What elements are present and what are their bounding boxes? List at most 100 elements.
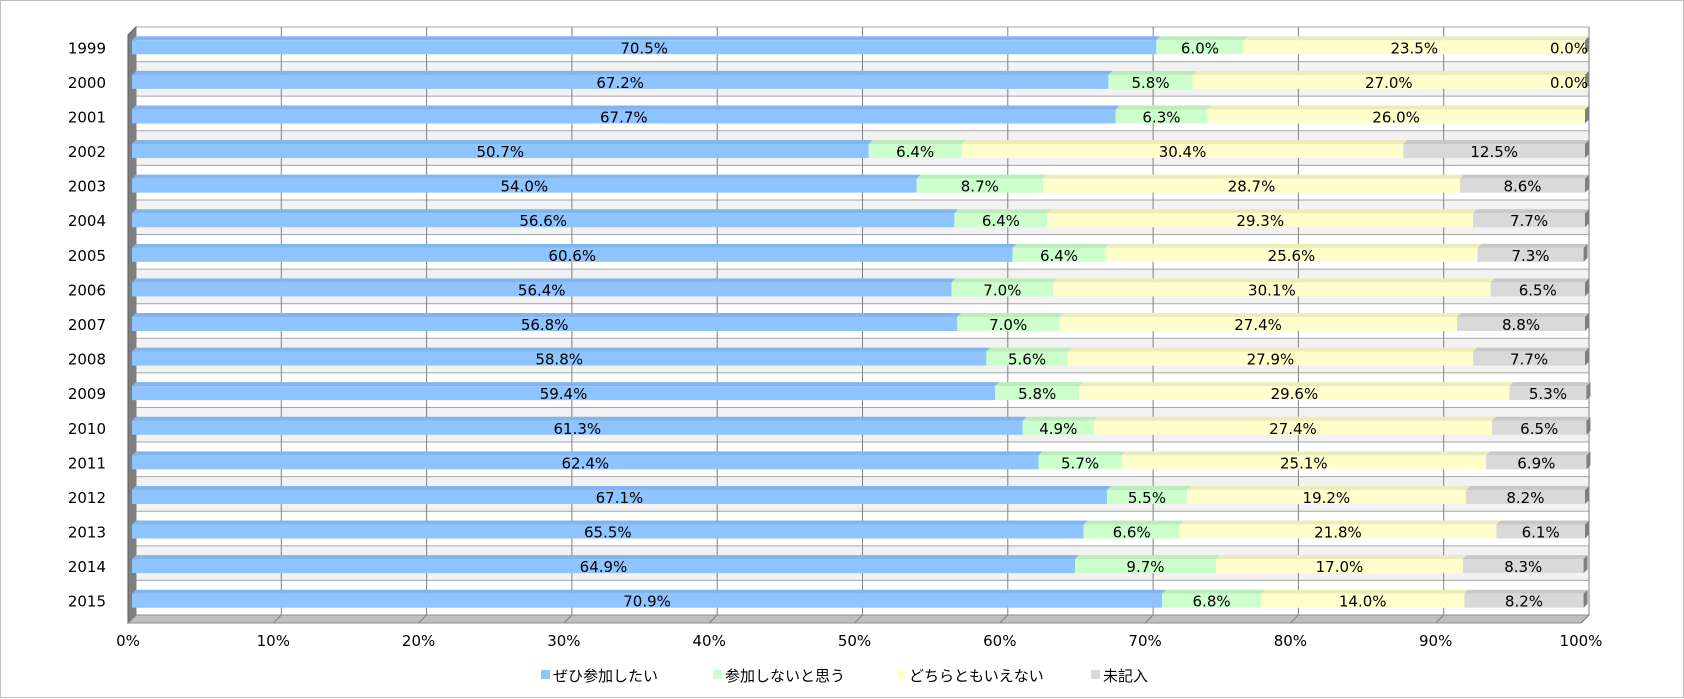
data-label: 8.2% [1506,489,1544,507]
bar-segment [1403,144,1585,159]
bar-segment-group [132,451,1043,470]
data-label: 6.8% [1193,593,1231,611]
y-tick-label: 2006 [68,281,106,299]
bar-segment [132,317,958,331]
data-label: 64.9% [580,558,628,576]
x-tick-label: 20% [402,632,435,650]
bar-segment [132,351,987,366]
bar-top-face [132,555,1079,560]
bar-top-face [1059,313,1462,317]
bar-top-face [1093,416,1497,421]
data-label: 7.0% [989,316,1027,334]
data-label: 5.8% [1131,74,1169,92]
bar-top-face [1108,70,1197,75]
bar-end-cap [1586,451,1591,470]
bar-segment-group [132,520,1088,539]
data-label: 56.4% [518,281,566,299]
bar-segment [1105,247,1478,262]
bar-top-face [1105,243,1482,248]
data-label: 6.4% [896,143,934,161]
bar-segment [1059,317,1458,331]
bar-segment-group [1093,416,1497,435]
x-gridline-floor [272,614,282,624]
bar-segment [1490,282,1585,297]
x-tick-label: 50% [838,632,871,650]
bar-top-face [132,105,1120,110]
data-label: 7.0% [983,281,1021,299]
bar-top-face [132,520,1088,525]
y-tick-label: 2004 [68,212,106,230]
x-gridline-floor [999,614,1009,624]
bar-top-face [132,174,921,179]
bar-top-face [1106,485,1191,490]
data-label: 6.3% [1142,108,1180,126]
data-label: 62.4% [562,454,610,472]
bar-segment-group [1047,209,1478,228]
bar-top-face [868,140,966,145]
bar-segment-group [132,589,1167,608]
bar-segment-group [1186,485,1470,504]
bar-segment [1108,74,1193,89]
bar-segment [1509,386,1587,401]
bar-segment-group [132,105,1120,124]
data-label: 8.6% [1503,178,1541,196]
bar-segment-group [1079,382,1514,401]
bar-segment-group [1457,313,1589,331]
data-label: 5.6% [1008,351,1046,369]
bar-segment [132,489,1107,504]
bar-top-face [132,36,1161,41]
bar-segment [1074,559,1216,574]
bar-segment [1492,420,1587,435]
legend-label: ぜひ参加したい [553,667,658,685]
bar-segment [1215,559,1463,574]
x-tick-label: 90% [1419,632,1452,650]
x-tick-label: 80% [1274,632,1307,650]
bar-segment-group [1492,416,1591,435]
bar-end-cap [1583,243,1588,262]
bar-top-face [1067,347,1478,352]
bar-segment [1047,213,1474,228]
bar-segment-group [1105,243,1482,262]
bar-segment [951,282,1054,297]
bar-segment [132,247,1013,262]
bar-segment-group [868,140,966,159]
data-label: 8.7% [961,178,999,196]
y-tick-label: 2015 [68,593,106,611]
data-label: 70.5% [620,39,668,57]
y-tick-label: 1999 [68,39,106,57]
bar-segment-group [986,347,1072,366]
bar-segment [1465,489,1585,504]
bar-segment [1464,593,1584,608]
data-label: 17.0% [1316,558,1364,576]
bar-top-face [1022,416,1098,421]
bar-segment-group [1486,451,1591,470]
bar-segment [1192,74,1585,89]
x-tick-label: 60% [983,632,1016,650]
bar-top-face [1465,485,1589,490]
data-label: 58.8% [535,351,583,369]
bar-top-face [1457,313,1589,317]
bar-segment-group [1403,140,1589,159]
bar-top-face [1462,555,1588,560]
bar-top-face [1464,589,1588,594]
bar-end-cap [1585,278,1589,297]
bar-segment-group [132,485,1111,504]
bar-segment-group [132,278,956,297]
data-label: 59.4% [540,385,588,403]
bar-segment-group [1108,70,1197,89]
y-tick-label: 2012 [68,489,106,507]
bar-top-face [1486,451,1591,456]
data-label: 8.3% [1504,558,1542,576]
x-tick-label: 30% [547,632,580,650]
bar-top-face [132,485,1111,490]
bar-segment [132,420,1023,435]
bar-segment-group [1509,382,1591,401]
bar-top-face [1053,278,1495,283]
bar-top-face [1477,243,1588,248]
bar-top-face [1460,174,1589,179]
bar-segment [132,213,955,228]
bar-top-face [1038,451,1126,456]
bar-segment-group [1012,243,1110,262]
bar-segment [132,593,1163,608]
y-tick-label: 2014 [68,558,106,576]
